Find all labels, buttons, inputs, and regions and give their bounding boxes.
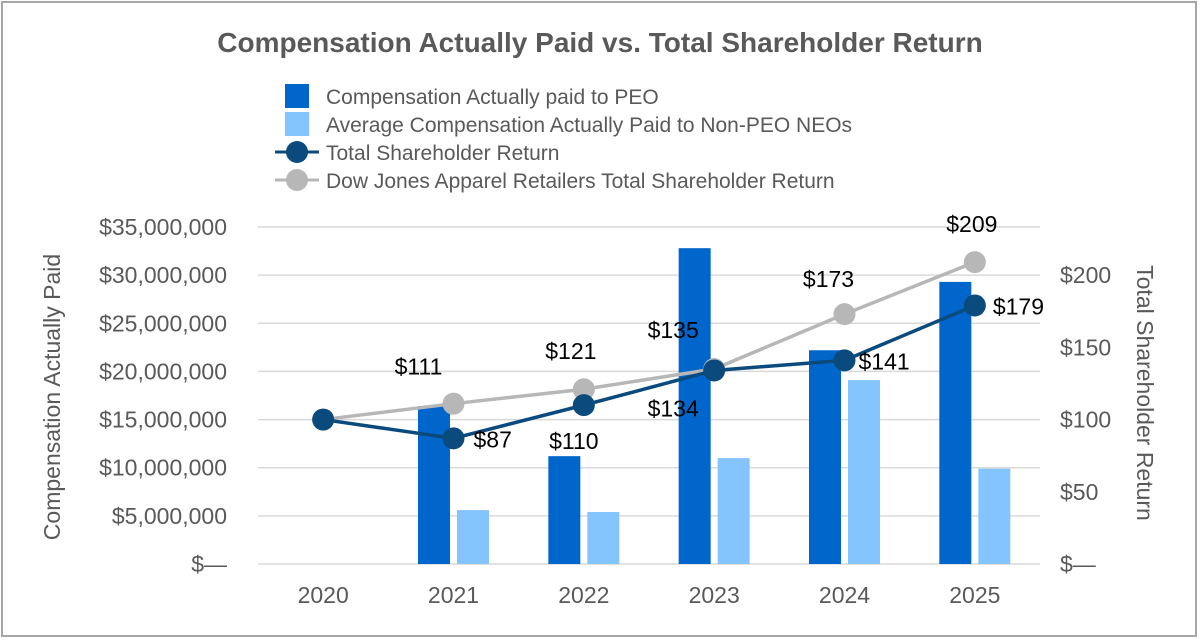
y2-axis-title: Total Shareholder Return xyxy=(1132,265,1158,521)
y-tick-label: $5,000,000 xyxy=(112,503,227,529)
point-tsr xyxy=(963,294,986,317)
y-axis-ticks: $— $5,000,000 $10,000,000 $15,000,000 $20,00… xyxy=(99,214,227,577)
data-label-dj-tsr: $121 xyxy=(545,338,596,364)
y2-tick-label: $100 xyxy=(1060,407,1111,433)
legend-label-tsr: Total Shareholder Return xyxy=(326,142,559,165)
point-dj-tsr xyxy=(572,378,595,401)
point-dj-tsr xyxy=(963,251,986,274)
y-tick-label: $30,000,000 xyxy=(99,262,227,288)
bar-peo xyxy=(939,281,972,564)
bar-non-peo xyxy=(848,380,880,564)
line-dj-tsr xyxy=(322,260,976,422)
y2-tick-label: $200 xyxy=(1060,262,1111,288)
bar-non-peo xyxy=(978,468,1011,564)
legend-label-non-peo: Average Compensation Actually Paid to No… xyxy=(326,114,852,137)
point-tsr xyxy=(703,359,726,382)
legend-item-peo: Compensation Actually paid to PEO xyxy=(285,84,659,109)
bar-peo xyxy=(678,248,711,564)
x-tick-label: 2021 xyxy=(428,582,479,608)
y-tick-label: $15,000,000 xyxy=(99,407,227,433)
legend-marker-dj-tsr xyxy=(286,169,308,191)
y2-tick-label: $150 xyxy=(1060,334,1111,360)
data-label-dj-tsr: $135 xyxy=(648,317,699,343)
x-tick-label: 2020 xyxy=(298,582,349,608)
x-tick-label: 2025 xyxy=(949,582,1000,608)
y2-tick-label: $50 xyxy=(1060,479,1098,505)
point-tsr xyxy=(572,394,595,417)
data-label-tsr: $179 xyxy=(993,293,1044,319)
y-axis-title: Compensation Actually Paid xyxy=(39,254,65,540)
data-label-tsr: $141 xyxy=(859,348,910,374)
y2-axis-ticks: $— $50 $100 $150 $200 xyxy=(1060,262,1111,577)
data-label-tsr: $134 xyxy=(648,395,699,421)
bar-peo xyxy=(809,350,841,564)
data-label-tsr: $110 xyxy=(549,428,598,454)
data-label-dj-tsr: $209 xyxy=(946,211,997,237)
bar-non-peo xyxy=(587,512,620,564)
point-tsr xyxy=(442,427,465,450)
chart-title: Compensation Actually Paid vs. Total Sha… xyxy=(217,27,982,58)
point-tsr xyxy=(312,408,335,431)
point-tsr xyxy=(833,349,856,372)
point-dj-tsr xyxy=(442,392,465,415)
point-dj-tsr xyxy=(833,303,856,326)
legend-swatch-non-peo xyxy=(285,112,309,136)
bar-non-peo xyxy=(457,510,489,564)
legend: Compensation Actually paid to PEO Averag… xyxy=(275,84,852,193)
y-tick-label: $25,000,000 xyxy=(99,310,227,336)
y-tick-label: $35,000,000 xyxy=(99,214,227,240)
data-labels: $87 $110 $134 $141 $179 $111 $121 $135 $173 $209 xyxy=(395,211,1044,454)
legend-item-non-peo: Average Compensation Actually Paid to No… xyxy=(285,112,852,137)
bar-non-peo xyxy=(717,458,750,564)
bars xyxy=(418,248,1011,564)
y-tick-label: $20,000,000 xyxy=(99,358,227,384)
data-label-tsr: $87 xyxy=(474,426,512,452)
legend-swatch-peo xyxy=(285,84,309,108)
bar-peo xyxy=(418,406,450,564)
y2-tick-label: $— xyxy=(1060,551,1096,577)
x-tick-label: 2022 xyxy=(558,582,609,608)
legend-label-dj-tsr: Dow Jones Apparel Retailers Total Shareh… xyxy=(326,170,835,193)
data-label-dj-tsr: $173 xyxy=(803,266,854,292)
legend-item-tsr: Total Shareholder Return xyxy=(275,141,559,165)
x-tick-label: 2023 xyxy=(689,582,740,608)
y-tick-label: $— xyxy=(191,551,227,577)
y-tick-label: $10,000,000 xyxy=(99,455,227,481)
x-tick-label: 2024 xyxy=(819,582,870,608)
line-tsr xyxy=(322,303,976,441)
x-axis-ticks: 2020 2021 2022 2023 2024 2025 xyxy=(298,582,1001,608)
bar-peo xyxy=(548,456,581,564)
gridlines xyxy=(258,226,1040,565)
legend-marker-tsr xyxy=(286,141,308,163)
legend-label-peo: Compensation Actually paid to PEO xyxy=(326,86,659,109)
data-label-dj-tsr: $111 xyxy=(395,354,443,380)
lines xyxy=(312,251,986,450)
legend-item-dj-tsr: Dow Jones Apparel Retailers Total Shareh… xyxy=(275,169,835,193)
